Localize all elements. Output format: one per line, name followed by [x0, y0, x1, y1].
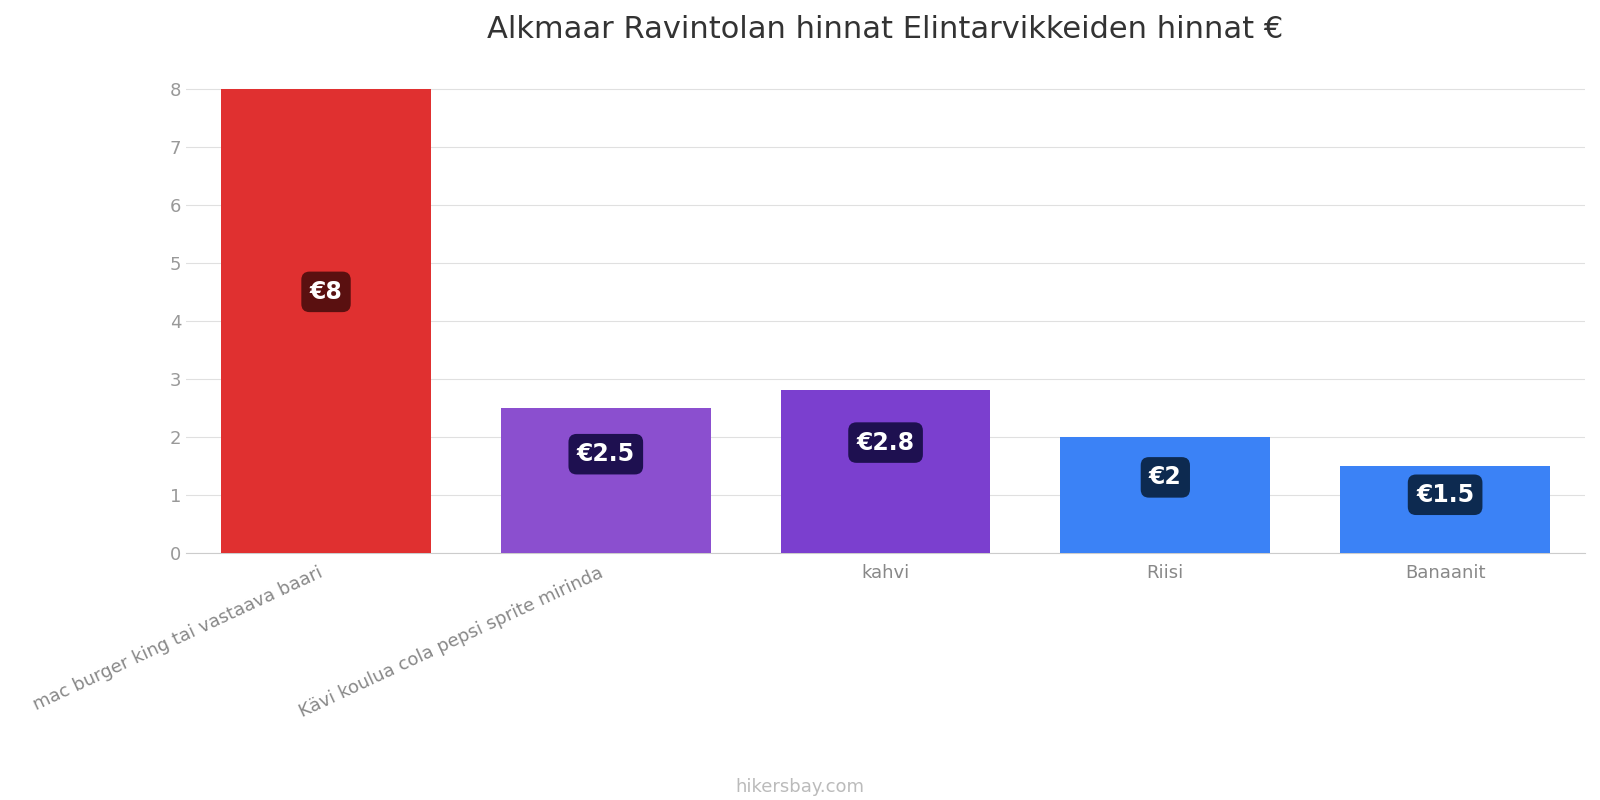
Bar: [1341, 466, 1550, 553]
Bar: [501, 408, 710, 553]
Bar: [221, 89, 430, 553]
Text: €8: €8: [309, 280, 342, 304]
Bar: [781, 390, 990, 553]
Text: €2: €2: [1149, 466, 1182, 490]
Text: €1.5: €1.5: [1416, 482, 1474, 506]
Title: Alkmaar Ravintolan hinnat Elintarvikkeiden hinnat €: Alkmaar Ravintolan hinnat Elintarvikkeid…: [488, 15, 1283, 44]
Text: €2.8: €2.8: [856, 430, 915, 454]
Bar: [1061, 437, 1270, 553]
Text: hikersbay.com: hikersbay.com: [736, 778, 864, 796]
Text: €2.5: €2.5: [576, 442, 635, 466]
